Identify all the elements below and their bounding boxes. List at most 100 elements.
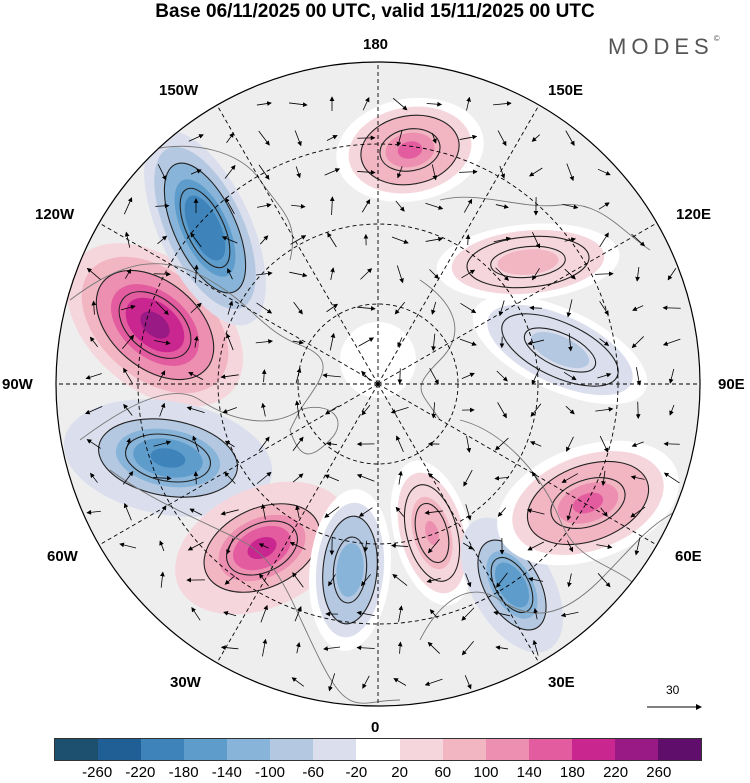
wind-vector [188,134,204,142]
meridian-line [216,383,379,664]
wind-vector [466,96,471,111]
wind-vector [391,236,409,244]
wind-vector [493,236,511,243]
wind-vector [256,302,273,314]
geopotential-contour [403,484,461,582]
wind-vector [326,135,338,141]
wind-vector [599,338,610,346]
wind-vector [86,509,101,515]
wind-vector [225,197,235,215]
wind-vector [397,166,403,179]
wind-vector [85,373,102,380]
geopotential-contour [526,460,650,546]
colorbar-swatch [399,739,443,760]
wind-vector [362,97,370,111]
wind-vector [292,473,304,483]
wind-vector [635,267,641,282]
wind-vector [532,268,540,281]
wind-vector [391,543,409,549]
wind-vector [257,203,272,208]
wind-vector [329,332,336,351]
wind-vector [431,333,436,352]
wind-vector [466,435,472,453]
wind-vector [224,440,235,448]
wind-vector [123,403,133,416]
wind-vector [662,305,681,311]
chart-title: Base 06/11/2025 00 UTC, valid 15/11/2025… [155,1,595,22]
wind-vector [425,202,444,210]
wind-vector [86,267,101,280]
wind-vector [599,435,609,453]
wind-vector [497,130,507,147]
wind-vector [85,406,103,415]
wind-vector [294,606,302,622]
wind-vector [567,573,572,588]
wind-vector [426,101,443,107]
wind-vector [397,368,403,385]
wind-vector [124,231,131,248]
wind-vector [531,134,541,142]
wind-vector [224,471,236,484]
wind-vector [123,502,132,521]
wind-vector [596,544,613,550]
label-60w: 60W [47,548,78,565]
wind-vector [256,471,272,484]
wind-vector [630,506,646,518]
wind-vector [154,340,171,346]
latitude-circle [217,223,539,545]
wind-vector [495,267,509,281]
anomaly-contour [150,448,186,468]
wind-vector [461,372,475,380]
wind-vector [322,373,341,378]
wind-vector [190,169,202,175]
geopotential-contour [477,539,547,631]
meridian-line [98,222,379,385]
colorbar-tick-label: 220 [603,764,629,781]
colorbar-swatch [356,739,400,760]
wind-vector [631,441,644,447]
wind-vector [526,508,545,515]
geopotential-contour [98,418,238,498]
meridian-line [377,222,658,385]
wind-vector [531,471,540,485]
wind-vector [159,540,165,552]
wind-vector [329,196,335,216]
wind-vector [600,507,608,517]
wind-vector [599,301,609,316]
colorbar-tick-label: 140 [516,764,542,781]
wind-vector [190,302,202,314]
wind-vector [153,475,172,481]
wind-vector [495,204,509,209]
anomaly-contour [572,492,604,514]
label-180: 180 [363,36,389,53]
wind-vector [667,268,677,281]
wind-vector [291,203,306,209]
wind-vector [663,472,680,484]
wind-vector [86,439,101,449]
coastlines [69,145,700,704]
wind-vector [356,645,375,651]
wind-vector [362,675,370,689]
wind-vector [292,436,304,451]
colorbar [54,738,702,761]
wind-vector [289,102,308,107]
colorbar-tick-label: -60 [302,764,325,781]
reference-vector-label: 30 [666,683,680,697]
wind-vector [223,611,237,617]
colorbar-swatch [528,739,572,760]
wind-vector [668,368,675,384]
wind-vector [497,402,507,419]
geopotential-contour [179,187,231,269]
geopotential-contour [466,235,590,289]
wind-vector [292,339,304,345]
geopotential-contour [95,269,215,381]
wind-vector [289,541,306,550]
wind-vector [294,400,300,419]
geopotential-contour [490,556,534,614]
wind-vector [357,169,376,175]
wind-vector [258,130,270,146]
label-60e: 60E [675,548,702,565]
wind-vector [464,675,472,690]
wind-vector [363,540,369,553]
